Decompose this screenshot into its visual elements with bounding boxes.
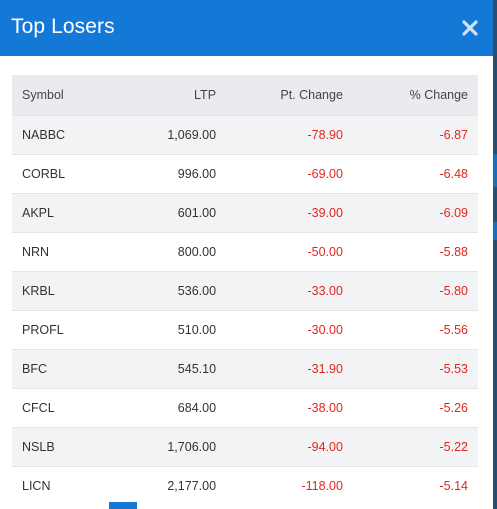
cell-symbol[interactable]: NABBC (22, 127, 66, 142)
pagination-button[interactable] (109, 502, 137, 509)
cell-ltp: 601.00 (177, 205, 217, 220)
table-header-row: Symbol LTP Pt. Change % Change (12, 75, 478, 115)
cell-pt-change: -31.90 (307, 361, 343, 376)
background-blue-band (492, 154, 497, 187)
cell-pt-change: -69.00 (307, 166, 343, 181)
cell-pct-change: -5.53 (439, 361, 469, 376)
cell-ltp: 510.00 (177, 322, 217, 337)
losers-table-container: Symbol LTP Pt. Change % Change NABBC 1,0… (12, 75, 478, 505)
close-button[interactable] (459, 17, 481, 39)
cell-symbol[interactable]: AKPL (22, 205, 54, 220)
cell-ltp: 2,177.00 (167, 478, 217, 493)
cell-symbol[interactable]: CFCL (22, 400, 55, 415)
cell-pct-change: -5.26 (439, 400, 469, 415)
table-row[interactable]: NSLB 1,706.00 -94.00 -5.22 (12, 427, 478, 466)
cell-ltp: 536.00 (177, 283, 217, 298)
column-header-symbol[interactable]: Symbol (22, 87, 64, 102)
column-header-pt-change[interactable]: Pt. Change (280, 87, 343, 102)
modal-header: Top Losers (0, 0, 493, 56)
cell-pct-change: -6.09 (439, 205, 469, 220)
cell-pt-change: -39.00 (307, 205, 343, 220)
cell-ltp: 684.00 (177, 400, 217, 415)
cell-symbol[interactable]: NSLB (22, 439, 55, 454)
column-header-pct-change[interactable]: % Change (409, 87, 468, 102)
background-page-edge (492, 0, 497, 509)
cell-ltp: 1,069.00 (167, 127, 217, 142)
column-header-ltp[interactable]: LTP (194, 87, 217, 102)
cell-ltp: 996.00 (177, 166, 217, 181)
table-row[interactable]: NABBC 1,069.00 -78.90 -6.87 (12, 115, 478, 154)
cell-pct-change: -5.80 (439, 283, 469, 298)
cell-pt-change: -118.00 (301, 478, 343, 493)
cell-pct-change: -6.48 (439, 166, 469, 181)
cell-pt-change: -78.90 (307, 127, 343, 142)
cell-pct-change: -6.87 (439, 127, 469, 142)
cell-pt-change: -30.00 (307, 322, 343, 337)
cell-pt-change: -38.00 (307, 400, 343, 415)
table-row[interactable]: KRBL 536.00 -33.00 -5.80 (12, 271, 478, 310)
background-blue-band (492, 222, 497, 240)
cell-ltp: 1,706.00 (167, 439, 217, 454)
table-row[interactable]: CFCL 684.00 -38.00 -5.26 (12, 388, 478, 427)
cell-pct-change: -5.22 (439, 439, 469, 454)
table-header: Symbol LTP Pt. Change % Change (12, 75, 478, 115)
cell-symbol[interactable]: BFC (22, 361, 47, 376)
cell-symbol[interactable]: LICN (22, 478, 51, 493)
cell-ltp: 800.00 (177, 244, 217, 259)
cell-pt-change: -50.00 (307, 244, 343, 259)
table-row[interactable]: PROFL 510.00 -30.00 -5.56 (12, 310, 478, 349)
cell-symbol[interactable]: PROFL (22, 322, 64, 337)
table-row[interactable]: BFC 545.10 -31.90 -5.53 (12, 349, 478, 388)
table-body: NABBC 1,069.00 -78.90 -6.87 CORBL 996.00… (12, 115, 478, 505)
table-row[interactable]: AKPL 601.00 -39.00 -6.09 (12, 193, 478, 232)
table-row[interactable]: LICN 2,177.00 -118.00 -5.14 (12, 466, 478, 505)
table-row[interactable]: CORBL 996.00 -69.00 -6.48 (12, 154, 478, 193)
cell-pct-change: -5.88 (439, 244, 469, 259)
cell-ltp: 545.10 (177, 361, 217, 376)
cell-symbol[interactable]: CORBL (22, 166, 66, 181)
cell-symbol[interactable]: KRBL (22, 283, 55, 298)
modal-title: Top Losers (11, 15, 115, 38)
cell-pt-change: -94.00 (307, 439, 343, 454)
close-icon (462, 20, 478, 36)
cell-pct-change: -5.14 (439, 478, 469, 493)
table-row[interactable]: NRN 800.00 -50.00 -5.88 (12, 232, 478, 271)
cell-symbol[interactable]: NRN (22, 244, 50, 259)
cell-pct-change: -5.56 (439, 322, 469, 337)
losers-table: Symbol LTP Pt. Change % Change NABBC 1,0… (12, 75, 478, 505)
cell-pt-change: -33.00 (307, 283, 343, 298)
